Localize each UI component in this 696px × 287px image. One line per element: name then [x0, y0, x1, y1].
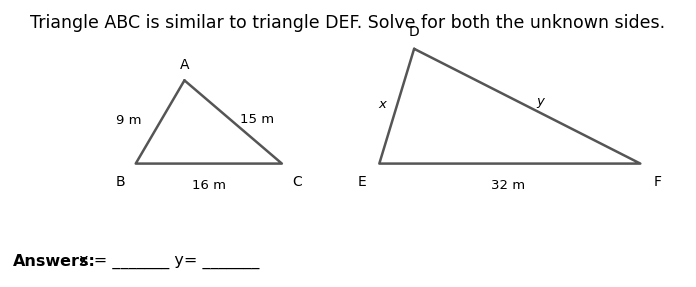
Text: E: E: [358, 175, 366, 189]
Text: x = _______ y= _______: x = _______ y= _______: [74, 254, 259, 269]
Text: F: F: [654, 175, 662, 189]
Text: 16 m: 16 m: [192, 179, 226, 192]
Text: y: y: [536, 95, 544, 108]
Text: D: D: [409, 25, 420, 38]
Text: 32 m: 32 m: [491, 179, 525, 192]
Text: C: C: [292, 175, 302, 189]
Text: Answers:: Answers:: [13, 254, 95, 269]
Text: B: B: [116, 175, 125, 189]
Text: 9 m: 9 m: [116, 114, 142, 127]
Text: x: x: [379, 98, 386, 111]
Text: Triangle ABC is similar to triangle DEF. Solve for both the unknown sides.: Triangle ABC is similar to triangle DEF.…: [31, 14, 665, 32]
Text: 15 m: 15 m: [240, 113, 274, 126]
Text: A: A: [180, 58, 189, 71]
